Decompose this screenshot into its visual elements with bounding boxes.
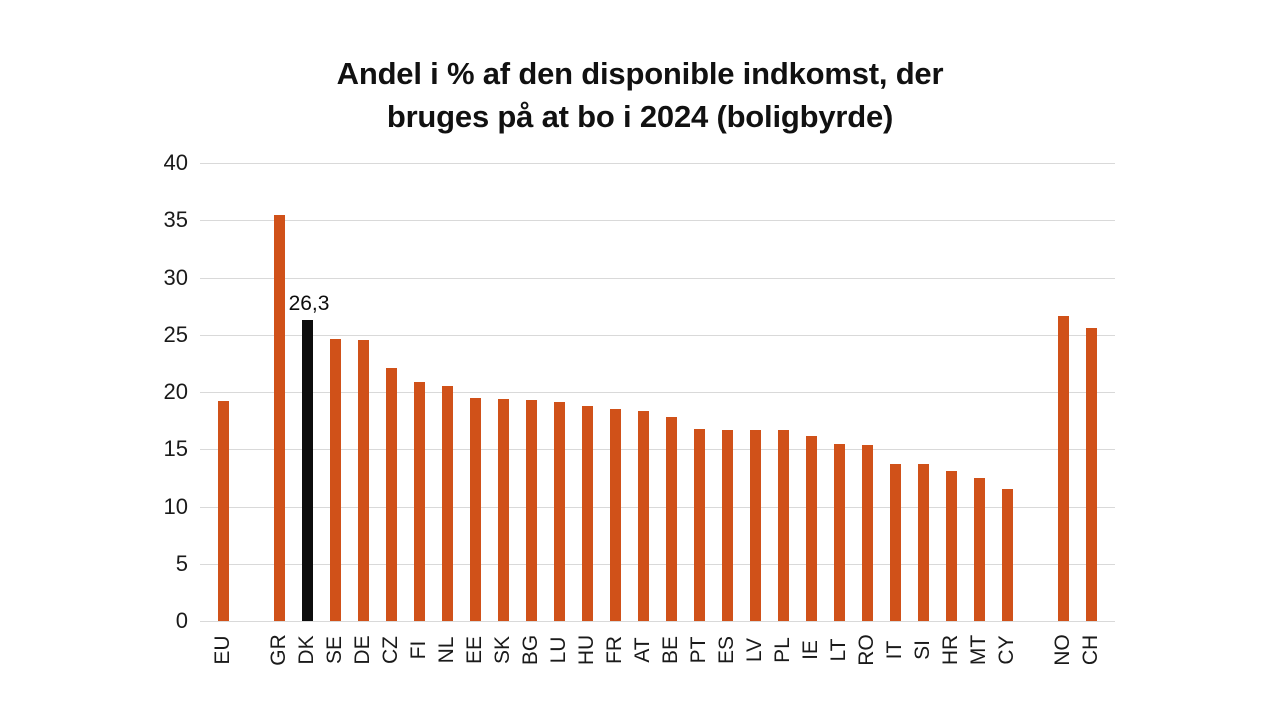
x-tick-label-EU: EU xyxy=(211,635,234,665)
gridline-40 xyxy=(200,163,1115,164)
bar-CH xyxy=(1085,327,1097,621)
x-tick-label-HU: HU xyxy=(575,634,598,666)
x-tick-label-CY: CY xyxy=(995,635,1018,665)
bar-SI xyxy=(917,464,929,621)
x-tick-label-SI: SI xyxy=(911,640,934,660)
bar-LT xyxy=(833,443,845,621)
bar-FI xyxy=(413,381,425,621)
gridline-20 xyxy=(200,392,1115,393)
bar-NL xyxy=(441,386,453,621)
x-tick-label-IE: IE xyxy=(799,640,822,660)
bar-FR xyxy=(609,409,621,621)
bar-HU xyxy=(581,405,593,621)
x-tick-label-NL: NL xyxy=(435,636,458,664)
bar-SE xyxy=(329,339,341,621)
x-tick-label-DK: DK xyxy=(295,635,318,665)
y-tick-label-5: 5 xyxy=(175,550,188,576)
x-tick-label-FI: FI xyxy=(407,640,430,660)
bar-EE xyxy=(469,397,481,621)
x-tick-label-SK: SK xyxy=(491,635,514,665)
y-tick-label-40: 40 xyxy=(163,150,188,175)
bar-GR xyxy=(273,214,285,621)
bar-AT xyxy=(637,411,649,621)
x-tick-label-AT: AT xyxy=(631,637,654,663)
gridline-25 xyxy=(200,334,1115,336)
x-tick-label-DE: DE xyxy=(351,635,374,665)
gridline-15 xyxy=(200,449,1115,451)
bar-DE xyxy=(357,340,369,621)
highlight-value-label: 26,3 xyxy=(288,291,330,315)
bar-IE xyxy=(805,435,817,621)
x-tick-label-GR: GR xyxy=(267,634,290,666)
bar-BG xyxy=(525,400,537,621)
x-tick-label-RO: RO xyxy=(855,634,878,666)
x-tick-label-MT: MT xyxy=(967,634,990,666)
gridline-10 xyxy=(200,506,1115,508)
x-tick-label-PT: PT xyxy=(687,636,710,664)
x-tick-label-LT: LT xyxy=(827,638,850,662)
x-tick-label-IT: IT xyxy=(883,640,906,660)
x-tick-label-CZ: CZ xyxy=(379,636,402,664)
bar-SK xyxy=(497,398,509,621)
bar-RO xyxy=(861,444,873,621)
x-tick-label-LV: LV xyxy=(743,637,766,663)
x-tick-label-FR: FR xyxy=(603,636,626,664)
bar-PT xyxy=(693,428,705,621)
chart-title: Andel i % af den disponible indkomst, de… xyxy=(0,52,1280,138)
y-tick-label-0: 0 xyxy=(175,608,188,633)
x-tick-label-CH: CH xyxy=(1079,634,1102,666)
bar-MT xyxy=(973,477,985,621)
bar-CY xyxy=(1001,489,1013,621)
x-tick-label-ES: ES xyxy=(715,635,738,665)
y-tick-label-10: 10 xyxy=(163,493,188,519)
bar-IT xyxy=(889,464,901,621)
gridline-30 xyxy=(200,277,1115,279)
bar-PL xyxy=(777,429,789,621)
x-tick-label-SE: SE xyxy=(323,635,346,665)
bar-BE xyxy=(665,417,677,621)
bar-CZ xyxy=(385,367,397,621)
bar-ES xyxy=(721,429,733,621)
gridline-35 xyxy=(200,220,1115,222)
x-tick-label-BE: BE xyxy=(659,635,682,665)
bar-LU xyxy=(553,402,565,621)
x-tick-label-NO: NO xyxy=(1051,634,1074,666)
y-tick-label-25: 25 xyxy=(163,321,188,347)
gridline-0 xyxy=(200,621,1115,622)
x-tick-label-PL: PL xyxy=(771,637,794,663)
x-tick-label-LU: LU xyxy=(547,636,570,664)
gridline-5 xyxy=(200,563,1115,565)
x-tick-label-EE: EE xyxy=(463,635,486,665)
y-tick-label-30: 30 xyxy=(163,264,188,290)
y-tick-label-35: 35 xyxy=(163,207,188,233)
y-tick-label-15: 15 xyxy=(163,436,188,462)
x-tick-label-BG: BG xyxy=(519,634,542,666)
y-tick-label-20: 20 xyxy=(163,379,188,404)
bar-DK xyxy=(301,319,313,621)
bar-EU xyxy=(217,401,229,621)
bar-NO xyxy=(1057,316,1069,621)
bar-HR xyxy=(945,471,957,621)
bar-LV xyxy=(749,429,761,621)
chart-title-line-2: bruges på at bo i 2024 (boligbyrde) xyxy=(386,99,894,134)
chart-title-line-1: Andel i % af den disponible indkomst, de… xyxy=(336,56,944,91)
x-tick-label-HR: HR xyxy=(939,634,962,666)
